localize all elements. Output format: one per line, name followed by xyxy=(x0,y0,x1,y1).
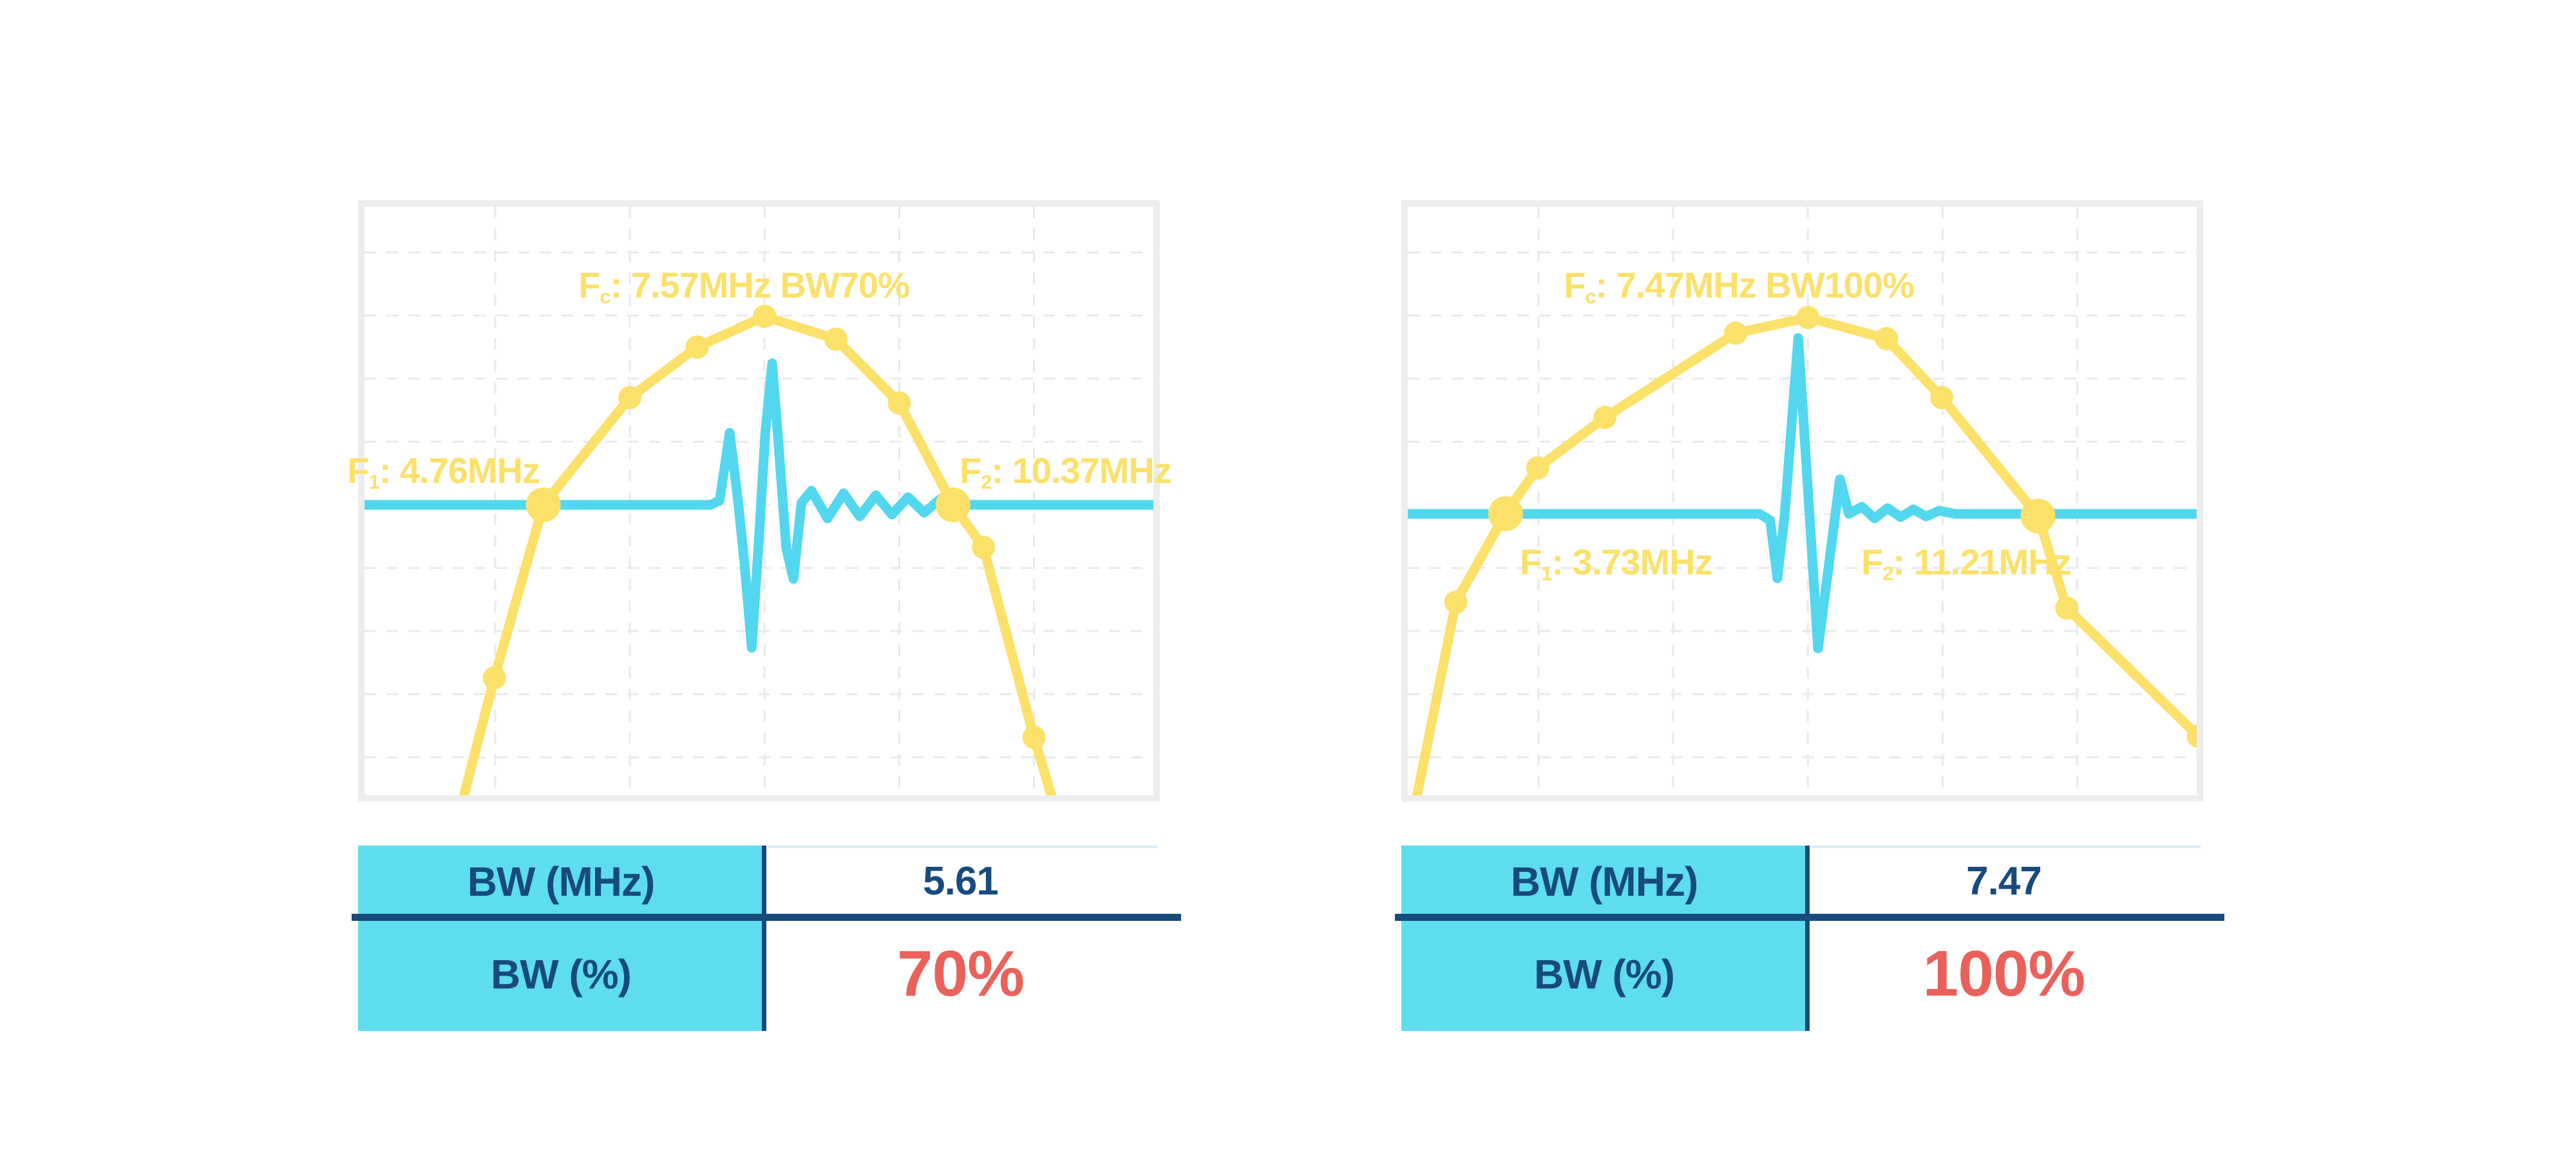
spectrum-sample-dot xyxy=(887,391,911,415)
bw-pct-label: BW (%) xyxy=(1534,951,1675,998)
f2-annotation-right: F2: 11.21MHz xyxy=(1861,542,2072,585)
table-row-divider xyxy=(352,914,1181,921)
spectrum-sample-dot xyxy=(618,386,642,410)
spectrum-curve xyxy=(457,311,1058,802)
bw-table-left: BW (MHz) 5.61 BW (%) 70% xyxy=(352,846,1181,1031)
fc-label-subscript: c xyxy=(600,285,611,308)
spectrum-sample-dot xyxy=(1724,321,1748,345)
fc-annotation-right: Fc: 7.47MHz BW100% xyxy=(1564,265,1915,308)
spectrum-sample-dot xyxy=(1875,326,1899,350)
f1-label-subscript: 1 xyxy=(368,470,380,493)
f1-label-base: F xyxy=(347,450,369,491)
f2-label-rest: : 11.21MHz xyxy=(1893,542,2071,582)
table-row: BW (%) 100% xyxy=(1401,917,2201,1031)
spectrum-chart-left xyxy=(358,200,1160,802)
table-column-divider xyxy=(1805,846,1810,1031)
bandwidth-edge-dot xyxy=(935,487,971,522)
table-top-accent-line xyxy=(1812,846,2201,848)
bw-pct-value-cell: 70% xyxy=(764,917,1157,1031)
bw-pct-label: BW (%) xyxy=(491,951,632,998)
table-top-accent-line xyxy=(768,846,1157,848)
f1-annotation-right: F1: 3.73MHz xyxy=(1520,542,1713,585)
f2-label-subscript: 2 xyxy=(981,470,992,493)
pulse-waveform xyxy=(358,358,1160,653)
fc-label-base: F xyxy=(578,265,600,305)
spectrum-sample-dot xyxy=(685,335,709,359)
bw-pct-value: 70% xyxy=(896,938,1025,1010)
fc-label-base: F xyxy=(1564,265,1586,305)
f2-annotation-left: F2: 10.37MHz xyxy=(960,450,1172,493)
bw-mhz-label: BW (MHz) xyxy=(467,858,656,905)
fc-label-subscript: c xyxy=(1585,285,1596,308)
bandwidth-edge-dot xyxy=(2020,498,2056,534)
bw-table-right: BW (MHz) 7.47 BW (%) 100% xyxy=(1395,846,2224,1031)
bw-mhz-value-cell: 7.47 xyxy=(1807,846,2201,917)
f1-label-rest: : 3.73MHz xyxy=(1551,542,1712,582)
f2-label-base: F xyxy=(960,450,981,491)
f1-label-rest: : 4.76MHz xyxy=(379,450,540,491)
table-row: BW (%) 70% xyxy=(358,917,1157,1031)
spectrum-sample-dot xyxy=(482,666,506,690)
spectrum-sample-dot xyxy=(1796,306,1820,330)
table-row: BW (MHz) 5.61 xyxy=(358,846,1157,917)
table-column-divider xyxy=(762,846,766,1031)
f1-label-base: F xyxy=(1520,542,1542,582)
bandwidth-edge-dot xyxy=(1488,496,1523,531)
bw-mhz-value: 7.47 xyxy=(1966,859,2042,903)
f1-label-subscript: 1 xyxy=(1541,562,1552,585)
table-row: BW (MHz) 7.47 xyxy=(1401,846,2201,917)
fc-annotation-left: Fc: 7.57MHz BW70% xyxy=(578,265,910,308)
bw-mhz-value-cell: 5.61 xyxy=(764,846,1157,917)
spectrum-sample-dot xyxy=(1526,456,1549,480)
bw-mhz-value: 5.61 xyxy=(923,859,999,903)
bw-pct-label-cell: BW (%) xyxy=(1401,917,1807,1031)
bandwidth-edge-dot xyxy=(526,487,561,522)
spectrum-sample-dot xyxy=(972,535,996,559)
f2-label-base: F xyxy=(1861,542,1883,582)
f2-label-subscript: 2 xyxy=(1882,562,1893,585)
fc-label-rest: : 7.47MHz BW100% xyxy=(1595,265,1914,305)
spectrum-sample-dot xyxy=(1022,726,1046,750)
chart-frame xyxy=(358,200,1160,802)
bw-mhz-label-cell: BW (MHz) xyxy=(358,846,764,917)
bw-pct-label-cell: BW (%) xyxy=(358,917,764,1031)
bw-pct-value: 100% xyxy=(1922,938,2086,1010)
spectrum-sample-dot xyxy=(1593,406,1617,430)
spectrum-chart-right xyxy=(1401,200,2203,802)
spectrum-sample-dot xyxy=(2055,596,2079,620)
bw-mhz-label: BW (MHz) xyxy=(1510,858,1699,905)
fc-label-rest: : 7.57MHz BW70% xyxy=(610,265,910,305)
spectrum-sample-dot xyxy=(1930,386,1954,410)
f2-label-rest: : 10.37MHz xyxy=(991,450,1171,491)
spectrum-sample-dot xyxy=(753,305,777,328)
table-row-divider xyxy=(1395,914,2224,921)
spectrum-sample-dot xyxy=(824,327,848,351)
chart-frame xyxy=(1401,200,2203,802)
pulse-waveform xyxy=(1401,333,2203,654)
bw-mhz-label-cell: BW (MHz) xyxy=(1401,846,1807,917)
spectrum-sample-dot xyxy=(1444,590,1468,614)
bw-pct-value-cell: 100% xyxy=(1807,917,2201,1031)
f1-annotation-left: F1: 4.76MHz xyxy=(347,450,540,493)
